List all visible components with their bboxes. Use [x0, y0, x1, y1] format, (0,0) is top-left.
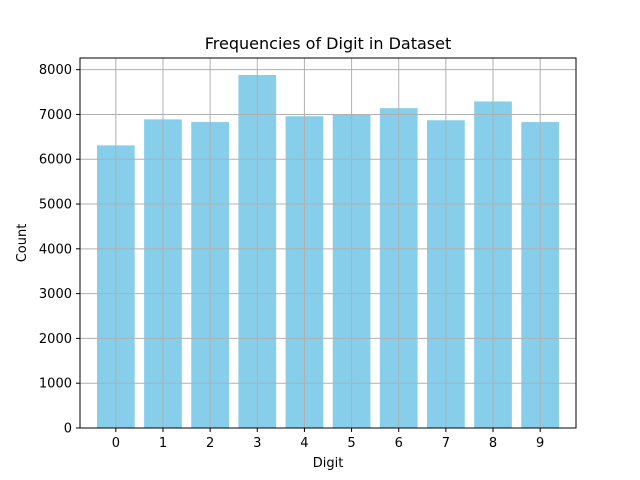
x-tick-label: 7	[442, 436, 450, 451]
chart-title: Frequencies of Digit in Dataset	[205, 34, 451, 53]
y-tick-label: 1000	[39, 377, 72, 392]
y-axis-label: Count	[15, 224, 30, 263]
x-axis-ticks: 0 1 2 3 4 5 6 7 8 9	[112, 428, 544, 451]
x-tick-label: 8	[489, 436, 497, 451]
y-axis-ticks: 0 1000 2000 3000 4000 5000 6000 7000 8000	[39, 63, 80, 437]
x-tick-label: 6	[395, 436, 403, 451]
y-tick-label: 2000	[39, 332, 72, 347]
x-tick-label: 5	[347, 436, 355, 451]
x-tick-label: 1	[159, 436, 167, 451]
x-tick-label: 3	[253, 436, 261, 451]
x-tick-label: 2	[206, 436, 214, 451]
y-tick-label: 0	[64, 422, 72, 437]
y-tick-label: 7000	[39, 108, 72, 123]
y-tick-label: 6000	[39, 153, 72, 168]
y-tick-label: 5000	[39, 198, 72, 213]
x-axis-label: Digit	[313, 456, 344, 471]
bars	[96, 75, 560, 429]
x-tick-label: 4	[300, 436, 308, 451]
x-tick-label: 9	[536, 436, 544, 451]
x-tick-label: 0	[112, 436, 120, 451]
y-tick-label: 8000	[39, 63, 72, 78]
y-tick-label: 3000	[39, 287, 72, 302]
y-tick-label: 4000	[39, 242, 72, 257]
plot-frame	[79, 57, 577, 429]
